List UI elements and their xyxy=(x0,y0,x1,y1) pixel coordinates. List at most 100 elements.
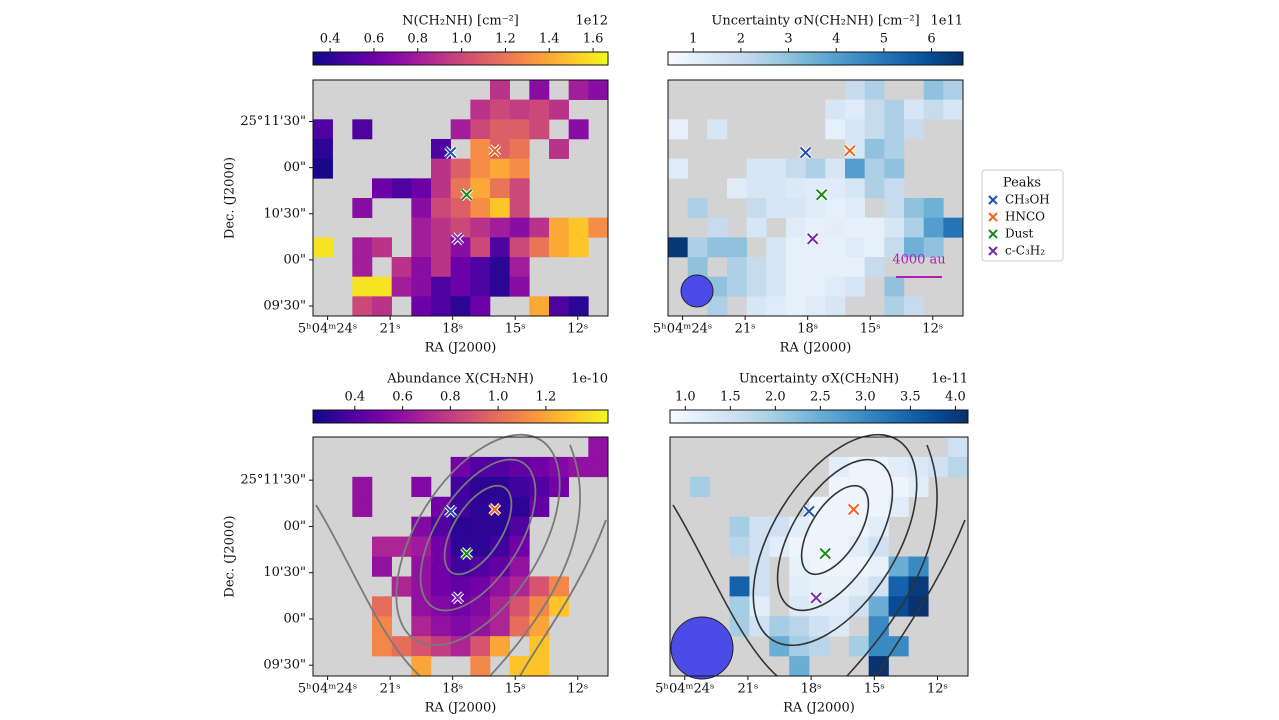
cell xyxy=(864,237,885,258)
cell xyxy=(490,556,510,577)
legend: Peaks CH₃OH HNCO Dust c-C₃H₂ xyxy=(981,169,1064,262)
cell xyxy=(766,257,787,277)
cell xyxy=(746,276,767,297)
x-axis-label: RA (J2000) xyxy=(425,341,497,356)
cell xyxy=(845,257,865,277)
cell xyxy=(868,616,889,637)
cell xyxy=(868,656,889,677)
cell xyxy=(431,237,451,258)
colorbar-title: N(CH₂NH) [cm⁻²] xyxy=(402,14,519,29)
contours-abundance xyxy=(315,433,607,677)
beam xyxy=(680,274,714,308)
cell xyxy=(509,139,530,159)
cell xyxy=(509,217,530,238)
cell xyxy=(809,496,830,517)
cell xyxy=(828,476,850,498)
cell xyxy=(884,158,905,179)
colorbar-title: Abundance X(CH₂NH) xyxy=(386,372,534,387)
cell xyxy=(470,139,491,159)
cell xyxy=(904,198,924,218)
cell xyxy=(746,296,767,317)
cell xyxy=(352,257,373,277)
cell xyxy=(509,616,530,637)
cell xyxy=(848,536,869,557)
colorbar-tick-label: 6 xyxy=(927,32,935,47)
cell xyxy=(450,516,471,537)
cell xyxy=(490,198,510,218)
cell xyxy=(450,576,471,597)
x-tick-label: 5ʰ04ᵐ24ˢ xyxy=(298,322,357,337)
cell xyxy=(391,636,412,657)
cell xyxy=(727,237,747,258)
cell xyxy=(868,596,889,617)
cell xyxy=(786,178,806,199)
cell xyxy=(786,276,806,297)
cell xyxy=(845,178,865,199)
cell xyxy=(908,476,929,498)
cell xyxy=(450,496,471,517)
cell xyxy=(313,119,333,140)
cell xyxy=(490,476,510,498)
cell xyxy=(845,217,865,238)
cell xyxy=(884,198,905,218)
cell xyxy=(470,198,491,218)
cell xyxy=(948,456,969,478)
cell xyxy=(943,99,964,120)
cell xyxy=(391,257,412,277)
cell xyxy=(509,496,530,517)
cell xyxy=(809,576,830,597)
cell xyxy=(825,158,846,179)
cell xyxy=(391,276,412,297)
cell xyxy=(450,257,471,277)
cell xyxy=(411,616,432,637)
peak-marker xyxy=(489,503,501,516)
colorbar-tick-label: 3.0 xyxy=(855,390,876,405)
cell xyxy=(470,119,491,140)
cell xyxy=(352,119,373,140)
cell xyxy=(789,576,810,597)
cell xyxy=(529,456,550,478)
cell xyxy=(766,276,787,297)
cell xyxy=(313,158,333,179)
colorbar-tick-label: 4 xyxy=(832,32,840,47)
cell xyxy=(923,237,944,258)
cell xyxy=(707,217,728,238)
cell xyxy=(529,636,550,657)
colorbar-tick-label: 1.5 xyxy=(720,390,741,405)
cell xyxy=(904,119,924,140)
cell xyxy=(805,198,826,218)
cell xyxy=(450,616,471,637)
colorbar-exponent: 1e-11 xyxy=(931,372,968,387)
cell xyxy=(888,456,909,478)
cell xyxy=(470,556,491,577)
contours-uncertainty xyxy=(672,433,966,677)
cell xyxy=(848,556,869,577)
colorbar-tick-label: 1.6 xyxy=(583,32,604,47)
axes-frame xyxy=(312,79,609,317)
y-tick-label: 10'30" xyxy=(263,565,306,580)
legend-marker xyxy=(988,229,998,239)
decorations: 4000 au xyxy=(315,253,966,680)
x-tick-label: 5ʰ04ᵐ24ˢ xyxy=(653,322,712,337)
cell xyxy=(923,99,944,120)
colorbar-title: Uncertainty σN(CH₂NH) [cm⁻²] xyxy=(711,14,919,29)
cell xyxy=(825,296,846,317)
cell xyxy=(411,178,432,199)
cell xyxy=(509,119,530,140)
colorbar-tick-label: 0.6 xyxy=(392,390,413,405)
cell xyxy=(668,237,688,258)
cell xyxy=(509,198,530,218)
cell xyxy=(431,496,451,517)
cell xyxy=(687,237,708,258)
beam xyxy=(670,616,734,680)
y-tick-label: 09'30" xyxy=(263,658,306,673)
cell xyxy=(372,536,392,557)
cell xyxy=(509,257,530,277)
cell xyxy=(529,596,550,617)
colorbar-tick-label: 0.8 xyxy=(407,32,428,47)
cell xyxy=(509,237,530,258)
cell xyxy=(888,636,909,657)
legend-label: HNCO xyxy=(1005,210,1045,224)
y-tick-label: 09'30" xyxy=(263,299,306,314)
